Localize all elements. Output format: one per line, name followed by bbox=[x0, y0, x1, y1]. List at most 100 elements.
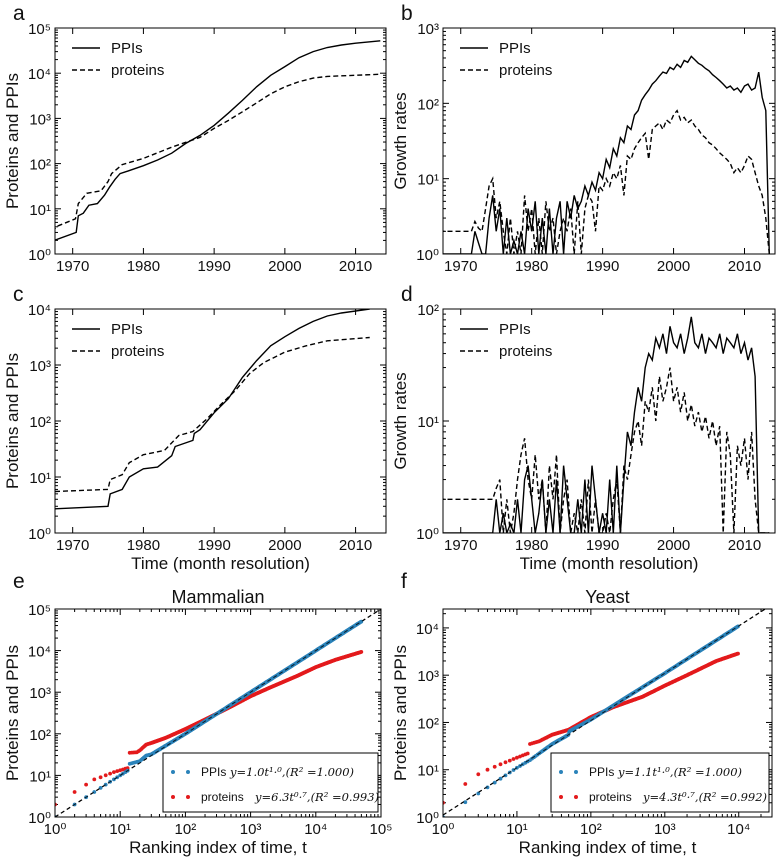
x-tick-label: 2000 bbox=[657, 537, 690, 554]
y-tick-label: 10³ bbox=[29, 111, 51, 128]
legend-marker bbox=[171, 770, 175, 774]
x-tick-label: 2010 bbox=[728, 537, 761, 554]
x-tick-label: 10² bbox=[580, 821, 602, 838]
scatter-point-proteins bbox=[485, 767, 490, 772]
x-tick-label: 2010 bbox=[339, 537, 372, 554]
y-tick-label: 10² bbox=[29, 157, 51, 174]
y-tick-label: 10¹ bbox=[417, 172, 439, 189]
x-tick-label: 10³ bbox=[240, 821, 262, 838]
legend-label: proteins bbox=[499, 62, 552, 79]
legend-marker bbox=[559, 770, 563, 774]
reference-fit-line-overlay bbox=[55, 609, 381, 817]
x-tick-label: 1970 bbox=[56, 537, 89, 554]
scatter-point-proteins bbox=[115, 769, 120, 773]
scatter-point-ppis bbox=[498, 776, 503, 781]
legend-marker bbox=[574, 770, 578, 774]
scatter-point-proteins bbox=[125, 766, 130, 770]
x-tick-label: 2000 bbox=[657, 258, 690, 275]
legend-label: PPIs bbox=[589, 765, 614, 779]
legend-label: PPIs bbox=[201, 765, 226, 779]
x-tick-label: 1970 bbox=[444, 537, 477, 554]
x-tick-label: 10¹ bbox=[506, 821, 528, 838]
y-tick-label: 10³ bbox=[29, 358, 51, 375]
panel-f: 10⁰ 10¹ 10² 10³ 10⁴ 10⁰ 10¹ 10² 10³ 10⁴ f Yeast Prot… bbox=[391, 570, 773, 857]
x-tick-label: 1980 bbox=[127, 537, 160, 554]
legend-label: proteins bbox=[111, 62, 164, 79]
y-tick-label: 10⁰ bbox=[28, 526, 51, 543]
y-tick-label: 10⁴ bbox=[28, 302, 51, 319]
panel-label: e bbox=[13, 570, 25, 593]
y-tick-label: 10⁵ bbox=[28, 602, 51, 619]
series-line-ppis bbox=[443, 316, 770, 533]
y-tick-label: 10¹ bbox=[29, 202, 51, 219]
scatter-point-proteins bbox=[515, 755, 519, 760]
axes-frame bbox=[442, 308, 776, 534]
y-tick-label: 10⁰ bbox=[28, 247, 51, 264]
y-tick-label: 10⁴ bbox=[28, 644, 51, 661]
axes-frame bbox=[54, 27, 387, 255]
legend-fit-equation: y=4.3t⁰·⁷,(R² =0.992) bbox=[642, 790, 767, 804]
panel-title: Yeast bbox=[585, 587, 629, 607]
x-axis-label: Ranking index of time, t bbox=[519, 838, 697, 857]
panel-d: 10⁰ 10¹ 10² 1970 1980 1990 2000 2010 d Growth rat… bbox=[391, 283, 776, 573]
plot-area bbox=[55, 40, 381, 241]
plot-area bbox=[443, 55, 770, 254]
y-tick-label: 10³ bbox=[417, 668, 439, 685]
legend-fit-equation: y=1.0t¹·⁰,(R² =1.000) bbox=[229, 765, 354, 779]
x-tick-label: 10⁴ bbox=[304, 821, 327, 838]
x-tick-label: 10⁰ bbox=[44, 821, 67, 838]
x-tick-label: 1980 bbox=[515, 537, 548, 554]
scatter-point-proteins bbox=[108, 771, 112, 776]
x-tick-label: 10³ bbox=[654, 821, 676, 838]
x-tick-label: 1970 bbox=[444, 258, 477, 275]
y-axis-label: Proteins and PPIs bbox=[3, 353, 22, 489]
legend-fit-equation: y=6.3t⁰·⁷,(R² =0.993) bbox=[254, 790, 379, 804]
y-axis-label: Growth rates bbox=[391, 372, 410, 469]
x-tick-label: 1980 bbox=[127, 258, 160, 275]
reference-fit-line-overlay bbox=[443, 609, 767, 816]
legend-label: proteins bbox=[499, 343, 552, 360]
scatter-point-proteins bbox=[72, 790, 77, 794]
series-line-proteins bbox=[443, 367, 770, 533]
scatter-point-proteins bbox=[525, 751, 530, 756]
axes-frame bbox=[54, 308, 387, 534]
scatter-point-proteins bbox=[503, 760, 508, 765]
scatter-point-proteins bbox=[476, 772, 481, 777]
series-line-proteins bbox=[55, 336, 370, 493]
x-tick-label: 10⁰ bbox=[432, 821, 455, 838]
x-tick-label: 1970 bbox=[56, 258, 89, 275]
x-tick-label: 10¹ bbox=[109, 821, 131, 838]
scatter-point-proteins bbox=[92, 777, 97, 782]
x-tick-label: 2000 bbox=[268, 258, 301, 275]
scatter-point-proteins bbox=[112, 770, 116, 774]
legend-marker bbox=[559, 795, 563, 799]
axes-frame bbox=[442, 27, 776, 255]
x-tick-label: 2010 bbox=[339, 258, 372, 275]
panel-label: d bbox=[401, 283, 413, 306]
scatter-point-ppis bbox=[476, 791, 481, 796]
panel-b: 10⁰ 10¹ 10² 10³ 1970 1980 1990 2000 2010 b Growth … bbox=[391, 2, 776, 275]
panel-label: f bbox=[401, 570, 407, 593]
y-axis-label: Proteins and PPIs bbox=[3, 73, 22, 209]
plot-area bbox=[55, 609, 381, 817]
scatter-point-proteins bbox=[511, 757, 516, 761]
y-axis-label: Growth rates bbox=[391, 92, 410, 189]
x-axis-label: Time (month resolution) bbox=[520, 554, 699, 573]
y-tick-label: 10⁴ bbox=[416, 621, 439, 638]
legend-marker bbox=[186, 770, 190, 774]
y-tick-label: 10¹ bbox=[29, 470, 51, 487]
x-tick-label: 2000 bbox=[268, 537, 301, 554]
axes-frame bbox=[54, 608, 382, 818]
panel-a: 10⁰ 10¹ 10² 10³ 10⁴ 10⁵ 1970 1980 1990 2000 2010 a P… bbox=[3, 2, 387, 275]
x-axis-label: Time (month resolution) bbox=[131, 554, 310, 573]
y-tick-label: 10⁰ bbox=[416, 810, 439, 827]
plot-area bbox=[443, 316, 770, 533]
panel-title: Mammalian bbox=[171, 587, 264, 607]
legend-label: proteins bbox=[201, 790, 244, 804]
panel-label: c bbox=[13, 283, 24, 306]
y-tick-label: 10³ bbox=[29, 685, 51, 702]
y-tick-label: 10⁰ bbox=[416, 526, 439, 543]
series-line-ppis bbox=[443, 55, 770, 254]
